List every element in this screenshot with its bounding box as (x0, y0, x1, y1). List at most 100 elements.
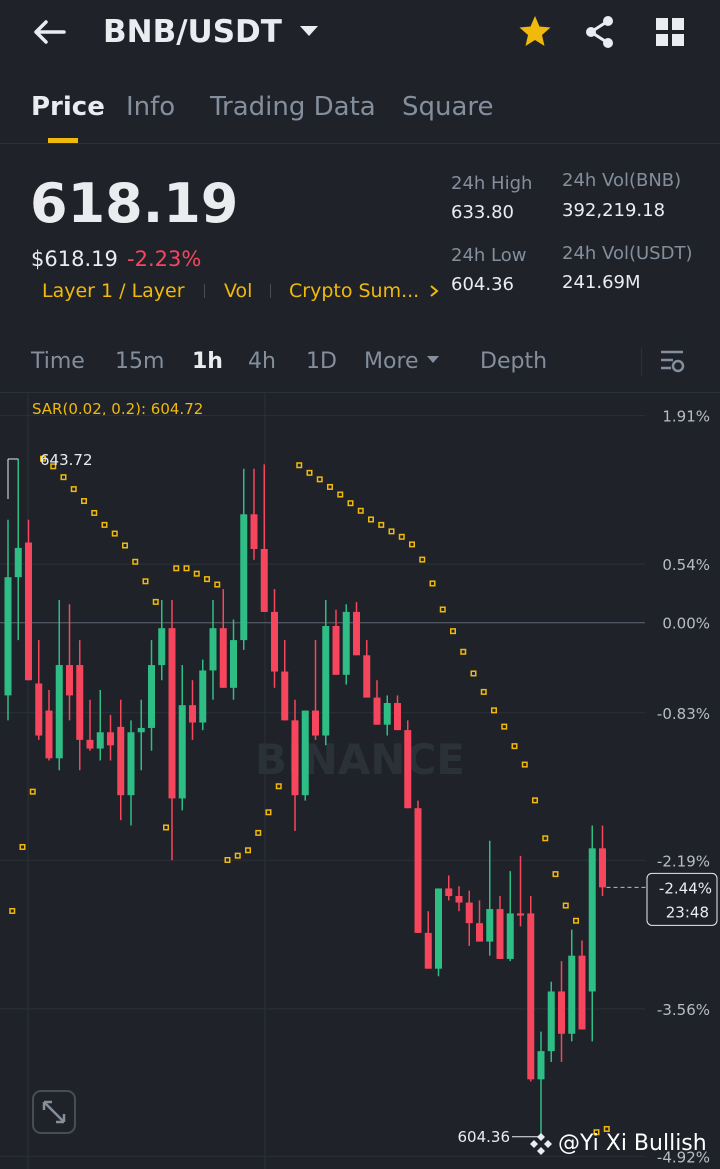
candle-body (404, 730, 412, 809)
interval[interactable]: 15m (115, 349, 165, 374)
stat-value: 633.80 (451, 202, 514, 223)
y-tick-label: 0.54% (662, 556, 710, 574)
countdown: 23:48 (666, 903, 709, 921)
tag[interactable]: Vol (224, 280, 253, 302)
candle-body (250, 514, 258, 549)
candle-body (158, 628, 166, 666)
price-change: -2.23% (127, 247, 202, 271)
sar-dot (388, 528, 395, 535)
candle-body (414, 808, 422, 933)
watermark-logo (530, 1133, 552, 1155)
sar-dot (501, 723, 508, 730)
sar-dot (40, 455, 46, 462)
stat-label: 24h Vol(USDT) (562, 243, 693, 264)
sar-dot (60, 474, 67, 481)
grid-icon[interactable] (654, 16, 686, 48)
candle-body (240, 514, 248, 641)
tab[interactable]: Square (402, 92, 494, 122)
last-price-label: -2.44% (659, 879, 712, 897)
pair-caret[interactable] (298, 24, 320, 38)
candle-body (506, 913, 514, 959)
tag[interactable]: Crypto Sum... (289, 280, 420, 302)
stat-label: 24h Low (451, 245, 527, 266)
candle-body (117, 726, 125, 796)
interval[interactable]: Depth (480, 349, 548, 374)
sar-dot (101, 521, 108, 528)
sar-dot (450, 628, 456, 635)
sar-dot (70, 486, 77, 493)
candle-body (35, 683, 43, 736)
candle-body (189, 705, 196, 723)
low-label: 604.36 (458, 1128, 511, 1146)
sar-dot (111, 530, 118, 537)
interval[interactable]: 4h (248, 349, 276, 374)
share-icon[interactable] (582, 14, 618, 50)
interval[interactable]: More (364, 349, 419, 374)
chart: BINANCE SAR(0.02, 0.2): 604.72 1.91% 0.54… (0, 392, 718, 1169)
candle-body (383, 703, 391, 725)
candle-body (291, 720, 299, 796)
tag-arrow[interactable] (428, 284, 440, 298)
sar-dot (419, 556, 426, 563)
candle-body (25, 542, 32, 681)
divider (641, 348, 642, 376)
tab-active[interactable]: Price (31, 92, 105, 122)
candle-body (107, 732, 114, 746)
interval[interactable]: 1D (306, 349, 337, 374)
candle-body (547, 991, 555, 1052)
settings-icon[interactable] (659, 349, 687, 375)
candle-body (137, 727, 145, 733)
candle-body (476, 923, 483, 942)
candle-body (55, 665, 63, 759)
favorite-icon[interactable] (517, 14, 553, 50)
y-tick-label: -2.19% (657, 852, 710, 870)
sar-dot (204, 576, 210, 583)
y-tick-label: -0.83% (657, 705, 710, 723)
candle-body (465, 902, 473, 924)
expand-icon[interactable] (32, 1090, 76, 1134)
sar-dot (347, 500, 354, 507)
candle-body (599, 848, 606, 888)
more-caret[interactable] (426, 355, 440, 365)
sar-dot (542, 835, 549, 842)
sar-dot (214, 581, 221, 588)
sar-dot (460, 648, 467, 655)
sar-dot (245, 847, 251, 854)
tab[interactable]: Info (126, 92, 176, 122)
candle-body (4, 577, 12, 696)
candle-body (76, 665, 84, 740)
candle-body (363, 655, 371, 698)
sar-dot (552, 871, 559, 878)
sar-dot (91, 509, 98, 516)
pair-title[interactable]: BNB/USDT (103, 14, 282, 50)
candle-body (301, 710, 309, 796)
back-icon[interactable] (30, 16, 70, 48)
sar-dot (470, 670, 477, 677)
sar-dot (306, 469, 313, 476)
candle-body (312, 710, 319, 736)
sar-dot (357, 507, 364, 514)
candle-body (96, 732, 104, 749)
candle-body (578, 955, 586, 1030)
interval-active[interactable]: 1h (192, 349, 223, 374)
sar-dot (337, 491, 344, 498)
interval[interactable]: Time (31, 349, 85, 374)
sar-dot (265, 809, 272, 816)
candle-body (199, 670, 207, 723)
tag[interactable]: Layer 1 / Layer (42, 280, 185, 302)
stat-value: 392,219.18 (562, 200, 666, 221)
tag-sep (204, 284, 205, 298)
sar-dot (224, 857, 231, 864)
tab[interactable]: Trading Data (210, 92, 376, 122)
candle-body (281, 671, 289, 721)
tab-underline (48, 138, 78, 143)
candle-body (424, 932, 432, 969)
stat-label: 24h High (451, 173, 533, 194)
candle-body (86, 739, 94, 749)
sar-dot (378, 521, 385, 528)
candle-body (517, 913, 524, 916)
candle-body (271, 611, 278, 672)
sar-dot (29, 788, 36, 795)
candle-body (260, 549, 268, 612)
